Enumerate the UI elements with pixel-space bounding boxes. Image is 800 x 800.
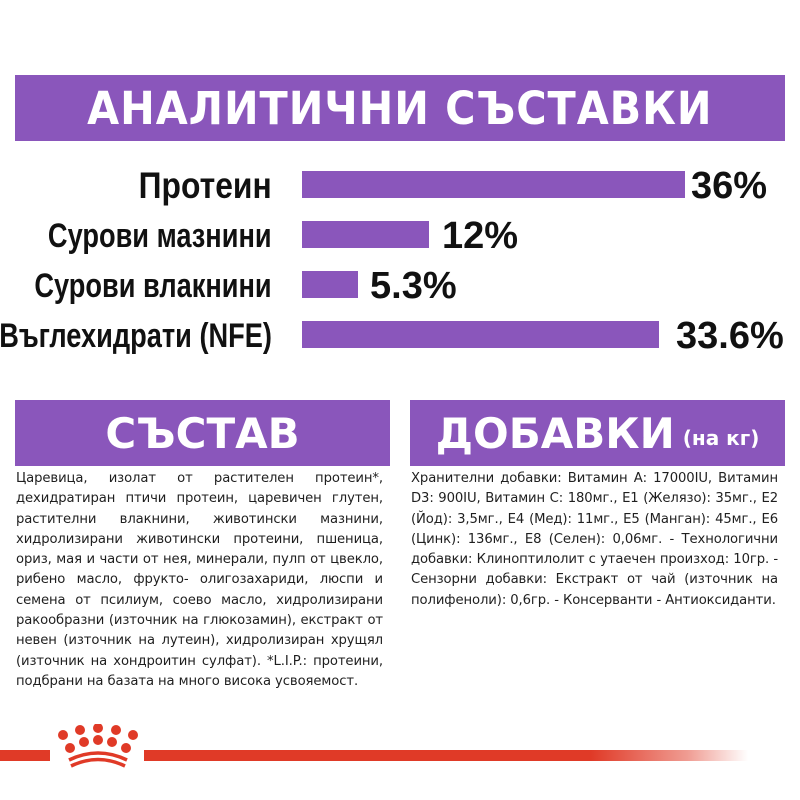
chart-bar (302, 171, 685, 198)
chart-label: Сурови мазнини (48, 217, 272, 255)
chart-label: Протеин (138, 165, 272, 206)
analytical-components-title: АНАЛИТИЧНИ СЪСТАВКИ (87, 81, 713, 135)
chart-bar (302, 271, 358, 298)
chart-value: 12% (442, 215, 519, 257)
additives-text: Хранителни добавки: Витамин А: 17000IU, … (411, 471, 778, 608)
chart-row-fat: Сурови мазнини 12% (0, 216, 800, 256)
crown-icon (58, 724, 138, 768)
analytical-components-banner: АНАЛИТИЧНИ СЪСТАВКИ (15, 75, 785, 141)
additives-title-suffix: (на кг) (682, 426, 760, 450)
chart-label: Въглехидрати (NFE) (0, 317, 272, 355)
chart-label: Сурови влакнини (34, 267, 272, 305)
composition-text: Царевица, изолат от растителен протеин*,… (16, 471, 383, 689)
composition-title: СЪСТАВ (105, 408, 300, 458)
footer-line-right (144, 750, 748, 761)
chart-value: 36% (691, 165, 768, 207)
composition-banner: СЪСТАВ (15, 400, 390, 466)
chart-row-fiber: Сурови влакнини 5.3% (0, 266, 800, 306)
chart-row-protein: Протеин 36% (0, 165, 800, 207)
footer-brand-strip (0, 724, 800, 768)
chart-value: 5.3% (370, 265, 457, 307)
chart-row-carbohydrates: Въглехидрати (NFE) 33.6% (0, 316, 800, 356)
footer-line-left (0, 750, 50, 761)
chart-bar (302, 221, 429, 248)
chart-bar (302, 321, 659, 348)
additives-banner: ДОБАВКИ (на кг) (410, 400, 785, 466)
chart-value: 33.6% (676, 315, 784, 357)
additives-title: ДОБАВКИ (435, 408, 675, 458)
